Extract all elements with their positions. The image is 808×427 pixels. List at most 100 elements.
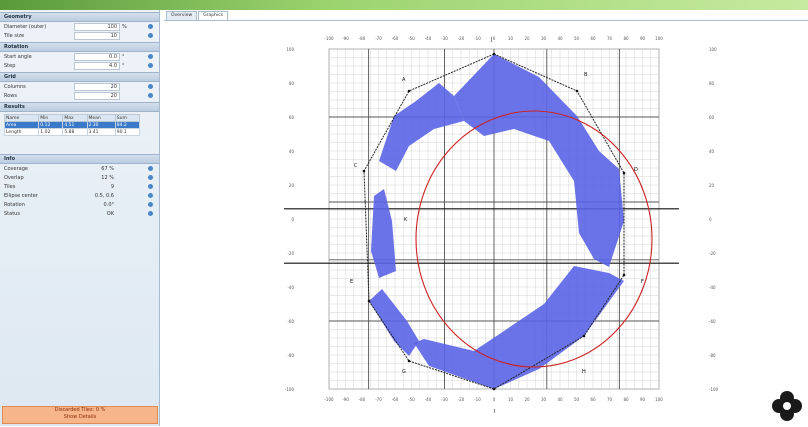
x-tick-label-top: 50 <box>574 36 580 41</box>
info-icon[interactable] <box>148 33 153 38</box>
y-tick-label-left: 0 <box>291 217 294 222</box>
info-icon[interactable] <box>148 193 153 198</box>
results-header[interactable]: Name <box>3 114 40 122</box>
vertex-point[interactable] <box>575 89 579 93</box>
info-icon[interactable] <box>148 211 153 216</box>
info-icon[interactable] <box>148 202 153 207</box>
coverage-region[interactable] <box>369 289 419 356</box>
coverage-region[interactable] <box>414 266 624 389</box>
table-cell: 0.12 <box>38 121 64 129</box>
table-cell: 3.41 <box>86 128 116 136</box>
tab-overview[interactable]: Overview <box>166 11 198 20</box>
info-icon[interactable] <box>148 24 153 29</box>
fit-ellipse[interactable] <box>415 110 653 368</box>
x-tick-label-bottom: 60 <box>590 397 596 402</box>
vertex-point[interactable] <box>492 52 496 56</box>
info-icon[interactable] <box>148 54 153 59</box>
x-tick-label-top: 40 <box>557 36 563 41</box>
x-tick-label-bottom: 80 <box>623 397 629 402</box>
results-header[interactable]: Mean <box>86 114 116 122</box>
geometry-row-1[interactable]: Diameter (outer) 100 % <box>0 22 159 31</box>
vertex-point[interactable] <box>622 273 626 277</box>
results-table[interactable]: Name Min Max Mean Sum Area 0.12 4.51 2.3… <box>3 114 141 136</box>
vertex-point[interactable] <box>367 299 371 303</box>
x-tick-label-bottom: -40 <box>425 397 432 402</box>
info-row-5-label: Rotation <box>4 201 25 208</box>
x-tick-label-bottom: 0 <box>493 397 496 402</box>
x-tick-label-top: 10 <box>508 36 514 41</box>
point-label: A <box>402 77 406 83</box>
vertex-point[interactable] <box>362 169 366 173</box>
info-icon[interactable] <box>148 63 153 68</box>
y-tick-label-left: -60 <box>287 319 294 324</box>
point-label: E <box>350 279 353 285</box>
coverage-region[interactable] <box>454 54 624 267</box>
table-cell: 90.1 <box>114 128 141 136</box>
x-tick-label-top: -50 <box>408 36 415 41</box>
x-tick-label-bottom: -20 <box>458 397 465 402</box>
info-icon[interactable] <box>148 175 153 180</box>
rotation-row-1-value[interactable]: 0.0 <box>74 52 120 61</box>
grid-row-2[interactable]: Rows 20 <box>0 91 159 100</box>
point-label: G <box>402 369 406 375</box>
rotation-row-2[interactable]: Step 4.0 ° <box>0 61 159 70</box>
clover-logo-icon <box>772 391 802 421</box>
status-box[interactable]: Discarded Tiles: 0 % Show Details <box>2 406 158 424</box>
point-label: C <box>354 163 358 169</box>
info-icon[interactable] <box>148 93 153 98</box>
y-tick-label-left: 100 <box>286 47 294 52</box>
info-icon[interactable] <box>148 166 153 171</box>
results-header[interactable]: Min <box>38 114 64 122</box>
grid-row-1-value[interactable]: 20 <box>74 82 120 91</box>
x-tick-label-bottom: 40 <box>557 397 563 402</box>
results-header[interactable]: Sum <box>114 114 141 122</box>
grid-row-1[interactable]: Columns 20 <box>0 82 159 91</box>
x-tick-label-bottom: 70 <box>607 397 613 402</box>
x-tick-label-top: 90 <box>640 36 646 41</box>
vertex-point[interactable] <box>407 89 411 93</box>
info-icon[interactable] <box>148 84 153 89</box>
x-tick-label-top: -70 <box>375 36 382 41</box>
coverage-region[interactable] <box>371 189 396 278</box>
rotation-row-2-label: Step <box>4 62 16 69</box>
info-row-2-value: 12 % <box>101 174 114 181</box>
tab-bar: Overview Graphics <box>166 11 229 20</box>
geometry-row-2[interactable]: Tile size 10 <box>0 31 159 40</box>
geometry-row-2-value[interactable]: 10 <box>74 31 120 40</box>
x-tick-label-bottom: -60 <box>392 397 399 402</box>
point-label: I <box>494 409 495 415</box>
tab-graphics[interactable]: Graphics <box>198 11 229 20</box>
table-row[interactable]: Area 0.12 4.51 2.30 84.2 <box>3 121 141 129</box>
vertex-point[interactable] <box>407 359 411 363</box>
table-cell: 4.51 <box>62 121 88 129</box>
rotation-row-2-value[interactable]: 4.0 <box>74 61 120 70</box>
x-tick-label-top: -10 <box>474 36 481 41</box>
info-row-6: Status OK <box>0 209 159 218</box>
y-tick-label-left: 80 <box>289 81 295 86</box>
x-tick-label-top: -90 <box>342 36 349 41</box>
table-row[interactable]: Length 1.02 5.88 3.41 90.1 <box>3 128 141 136</box>
info-row-4-value: 0.5, 0.6 <box>94 192 114 199</box>
section-geometry: Geometry <box>0 12 159 22</box>
grid-row-2-label: Rows <box>4 92 18 99</box>
info-icon[interactable] <box>148 184 153 189</box>
y-tick-label-left: -80 <box>287 353 294 358</box>
coverage-region[interactable] <box>379 83 464 171</box>
point-label: D <box>634 167 638 173</box>
vertex-point[interactable] <box>622 171 626 175</box>
rotation-row-2-unit: ° <box>122 62 125 69</box>
vertex-point[interactable] <box>492 387 496 391</box>
y-tick-label-left: -20 <box>287 251 294 256</box>
x-tick-label-bottom: -80 <box>359 397 366 402</box>
tiling-diagram[interactable]: -100-100-90-90-80-80-70-70-60-60-50-50-4… <box>164 21 808 427</box>
status-link[interactable]: Show Details <box>63 414 97 420</box>
y-tick-label-right: 40 <box>709 149 715 154</box>
info-row-6-label: Status <box>4 210 20 217</box>
results-header[interactable]: Max <box>62 114 88 122</box>
x-tick-label-bottom: 10 <box>508 397 514 402</box>
vertex-point[interactable] <box>582 334 586 338</box>
info-row-1-label: Coverage <box>4 165 28 172</box>
geometry-row-1-value[interactable]: 100 <box>74 22 120 31</box>
grid-row-2-value[interactable]: 20 <box>74 91 120 100</box>
rotation-row-1[interactable]: Start angle 0.0 ° <box>0 52 159 61</box>
